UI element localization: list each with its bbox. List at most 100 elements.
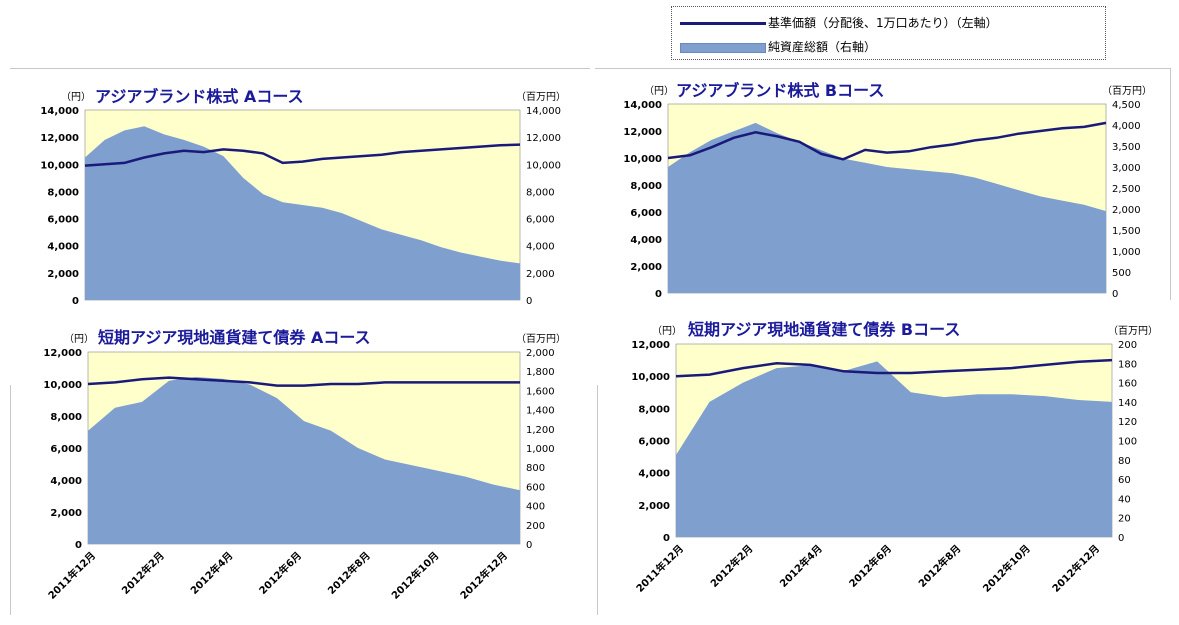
y-right-tick-label: 10,000 [526, 160, 561, 171]
y-right-tick-label: 3,500 [1112, 142, 1141, 153]
y-left-unit: （円） [652, 325, 682, 337]
y-right-tick-label: 400 [526, 502, 545, 513]
y-left-tick-label: 12,000 [40, 133, 79, 144]
y-right-tick-label: 0 [526, 296, 532, 307]
y-left-tick-label: 8,000 [47, 187, 79, 198]
y-right-tick-label: 500 [1112, 268, 1131, 279]
y-left-unit: （円） [61, 91, 91, 103]
y-right-tick-label: 1,800 [526, 367, 555, 378]
y-right-tick-label: 3,000 [1112, 163, 1141, 174]
y-left-tick-label: 0 [72, 296, 79, 307]
legend-swatch-line [680, 22, 766, 25]
y-left-tick-label: 10,000 [631, 372, 670, 383]
series-area-net-assets [668, 122, 1106, 294]
y-left-tick-label: 8,000 [638, 404, 670, 415]
y-right-tick-label: 1,600 [526, 386, 555, 397]
y-right-tick-label: 800 [526, 463, 545, 474]
frame-divider [1170, 68, 1171, 300]
x-tick-label: 2012年6月 [846, 542, 894, 590]
x-tick-label: 2012年2月 [708, 542, 756, 590]
y-left-tick-label: 0 [75, 540, 82, 551]
y-left-tick-label: 10,000 [623, 154, 662, 165]
y-left-tick-label: 0 [663, 533, 670, 544]
y-right-tick-label: 1,000 [1112, 247, 1141, 258]
y-right-tick-label: 0 [526, 540, 532, 551]
y-left-tick-label: 8,000 [50, 412, 82, 423]
y-right-tick-label: 160 [1118, 379, 1137, 390]
y-right-tick-label: 12,000 [526, 133, 561, 144]
y-right-tick-label: 60 [1118, 475, 1131, 486]
y-left-tick-label: 4,000 [50, 476, 82, 487]
y-left-tick-label: 2,000 [50, 508, 82, 519]
y-right-tick-label: 4,000 [1112, 121, 1141, 132]
x-tick-label: 2012年8月 [325, 549, 373, 597]
x-tick-label: 2012年2月 [119, 549, 167, 597]
y-right-tick-label: 2,500 [1112, 184, 1141, 195]
y-right-tick-label: 4,000 [526, 242, 555, 253]
y-right-tick-label: 100 [1118, 437, 1137, 448]
y-left-tick-label: 6,000 [50, 444, 82, 455]
series-area-net-assets [676, 361, 1112, 537]
y-left-tick-label: 0 [655, 289, 662, 300]
legend: 基準価額（分配後、1万口あたり）（左軸） 純資産総額（右軸） [671, 6, 1106, 60]
y-left-tick-label: 2,000 [630, 262, 662, 273]
series-line-nav [84, 143, 521, 167]
y-right-tick-label: 1,000 [526, 444, 555, 455]
y-left-tick-label: 10,000 [43, 380, 82, 391]
y-left-unit: （円） [644, 85, 674, 97]
y-right-tick-label: 2,000 [526, 348, 555, 359]
y-left-tick-label: 8,000 [630, 181, 662, 192]
x-tick-label: 2012年10月 [389, 549, 442, 602]
x-tick-label: 2012年4月 [188, 549, 236, 597]
chart-title: アジアブランド株式 Bコース [676, 81, 884, 100]
series-line-nav [87, 376, 520, 387]
y-right-tick-label: 40 [1118, 494, 1131, 505]
y-right-tick-label: 120 [1118, 417, 1137, 428]
legend-swatch-area [680, 42, 766, 53]
y-right-tick-label: 2,000 [526, 269, 555, 280]
y-right-tick-label: 1,200 [526, 425, 555, 436]
y-right-tick-label: 6,000 [526, 215, 555, 226]
y-left-tick-label: 6,000 [630, 208, 662, 219]
y-right-tick-label: 200 [1118, 340, 1137, 351]
y-left-tick-label: 14,000 [40, 106, 79, 117]
y-left-tick-label: 6,000 [638, 437, 670, 448]
frame-divider [10, 385, 11, 615]
x-tick-label: 2012年6月 [256, 549, 304, 597]
chart-title: 短期アジア現地通貨建て債券 Aコース [98, 328, 371, 347]
y-left-tick-label: 6,000 [47, 215, 79, 226]
y-right-tick-label: 200 [526, 521, 545, 532]
y-right-tick-label: 1,500 [1112, 226, 1141, 237]
y-left-tick-label: 10,000 [40, 160, 79, 171]
frame-divider [10, 68, 590, 69]
x-tick-label: 2012年10月 [980, 542, 1033, 595]
y-right-tick-label: 600 [526, 482, 545, 493]
frame-divider [595, 68, 1170, 69]
y-right-tick-label: 14,000 [526, 106, 561, 117]
legend-label-assets: 純資産総額（右軸） [768, 40, 877, 54]
y-right-tick-label: 180 [1118, 359, 1137, 370]
series-area-net-assets [88, 377, 520, 544]
y-left-tick-label: 2,000 [638, 501, 670, 512]
y-right-tick-label: 8,000 [526, 187, 555, 198]
chart-title: アジアブランド株式 Aコース [95, 87, 304, 106]
y-right-unit: （百万円） [1108, 325, 1158, 337]
y-left-tick-label: 4,000 [638, 469, 670, 480]
y-left-tick-label: 12,000 [623, 127, 662, 138]
y-right-tick-label: 4,500 [1112, 100, 1141, 111]
chart-title: 短期アジア現地通貨建て債券 Bコース [688, 320, 960, 339]
legend-label-nav: 基準価額（分配後、1万口あたり）（左軸） [768, 16, 998, 30]
y-left-tick-label: 14,000 [623, 100, 662, 111]
y-right-unit: （百万円） [1102, 85, 1152, 97]
legend-item-assets: 純資産総額（右軸） [680, 38, 876, 55]
y-right-unit: （百万円） [516, 91, 566, 103]
frame-divider [597, 385, 598, 615]
y-right-tick-label: 20 [1118, 514, 1131, 525]
x-tick-label: 2011年12月 [45, 549, 98, 602]
x-tick-label: 2012年12月 [1049, 542, 1102, 595]
y-left-tick-label: 12,000 [43, 348, 82, 359]
y-right-tick-label: 80 [1118, 456, 1131, 467]
y-left-tick-label: 4,000 [47, 242, 79, 253]
y-left-unit: （円） [64, 333, 94, 345]
